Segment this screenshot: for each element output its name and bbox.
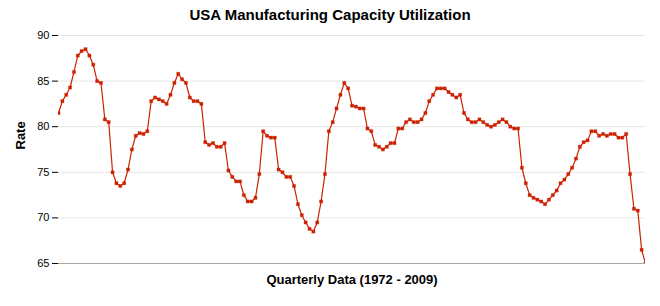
- svg-text:Rate: Rate: [13, 121, 28, 149]
- svg-text:90: 90: [37, 29, 49, 41]
- svg-text:75: 75: [37, 166, 49, 178]
- svg-text:85: 85: [37, 75, 49, 87]
- svg-text:80: 80: [37, 120, 49, 132]
- svg-text:70: 70: [37, 211, 49, 223]
- svg-text:65: 65: [37, 257, 49, 269]
- html-text:USA Manufacturing Capacity Uti: USA Manufacturing Capacity Utilization: [189, 6, 471, 23]
- svg-text:Quarterly Data (1972 - 2009): Quarterly Data (1972 - 2009): [266, 272, 437, 287]
